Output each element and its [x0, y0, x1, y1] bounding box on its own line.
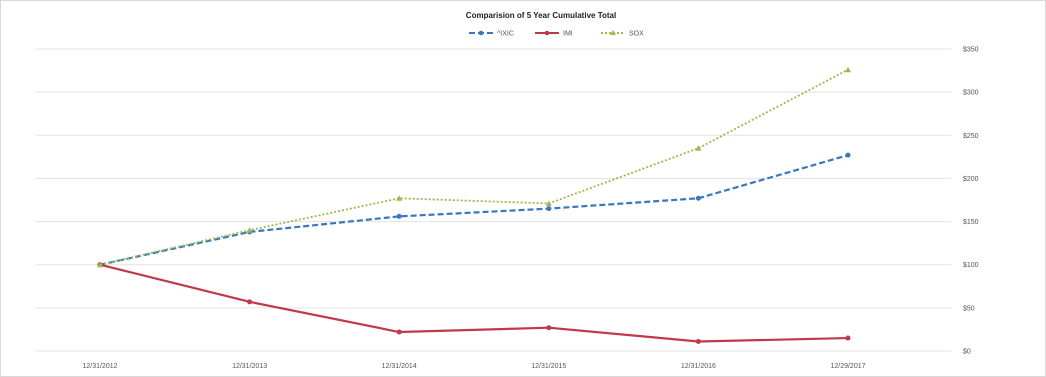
data-point: [546, 206, 552, 212]
gridlines: [36, 48, 951, 352]
y-tick-label: $200: [963, 176, 979, 183]
chart-title: Comparision of 5 Year Cumulative Total: [466, 11, 616, 20]
data-point: [695, 339, 701, 345]
x-tick-label: 12/31/2012: [82, 363, 117, 370]
y-tick-label: $250: [963, 133, 979, 140]
data-point: [695, 145, 702, 151]
data-point: [396, 329, 402, 335]
data-point: [845, 66, 851, 73]
legend-label: SOX: [629, 31, 644, 38]
legend-marker: [544, 30, 550, 36]
legend-marker: [478, 30, 484, 36]
data-point: [695, 195, 701, 201]
data-point: [545, 200, 552, 206]
y-tick-label: $100: [963, 262, 979, 269]
x-tick-label: 12/31/2016: [681, 363, 716, 370]
data-point: [246, 227, 253, 233]
data-point: [845, 152, 851, 158]
y-tick-label: $0: [963, 349, 971, 356]
data-point: [546, 325, 552, 331]
y-axis-ticks: $0 $50 $100 $150 $200 $250 $300 $350: [963, 47, 979, 356]
legend-marker: [610, 30, 616, 35]
legend-label: ^IXIC: [497, 31, 514, 38]
series-line-sox: [99, 68, 849, 266]
y-tick-label: $300: [963, 90, 979, 97]
y-tick-label: $350: [963, 47, 979, 54]
data-point: [97, 261, 103, 268]
legend-label: IMI: [563, 31, 573, 38]
x-axis-ticks: 12/31/2012 12/31/2013 12/31/2014 12/31/2015…: [82, 363, 865, 370]
x-tick-label: 12/31/2013: [232, 363, 267, 370]
y-tick-label: $50: [963, 305, 975, 312]
series-line-imi: [99, 263, 849, 343]
x-tick-label: 12/31/2015: [531, 363, 566, 370]
y-tick-label: $150: [963, 219, 979, 226]
legend: ^IXIC IMI SOX: [469, 30, 644, 38]
data-point: [396, 213, 402, 219]
data-point: [247, 299, 253, 305]
x-tick-label: 12/31/2014: [382, 363, 417, 370]
x-tick-label: 12/29/2017: [830, 363, 865, 370]
data-point: [396, 195, 403, 201]
series-line-ixic: [99, 154, 849, 266]
series-lines: [97, 66, 851, 345]
data-point: [845, 335, 851, 341]
